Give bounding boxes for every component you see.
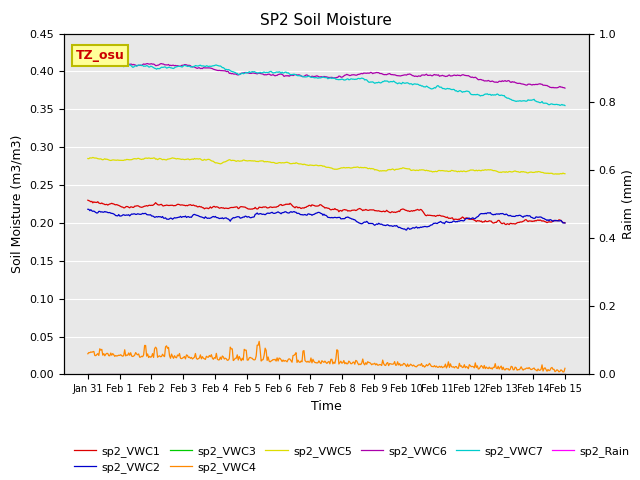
Y-axis label: Raim (mm): Raim (mm) (622, 169, 635, 239)
Legend: sp2_VWC1, sp2_VWC2, sp2_VWC3, sp2_VWC4, sp2_VWC5, sp2_VWC6, sp2_VWC7, sp2_Rain: sp2_VWC1, sp2_VWC2, sp2_VWC3, sp2_VWC4, … (70, 441, 634, 478)
Line: sp2_VWC2: sp2_VWC2 (88, 209, 565, 230)
sp2_VWC4 (436, 363, 444, 369)
sp2_VWC3 (351, 372, 358, 377)
sp2_VWC6 (286, 73, 294, 79)
sp2_VWC6 (375, 70, 383, 75)
sp2_VWC4 (232, 355, 240, 361)
sp2_VWC4 (84, 351, 92, 357)
Line: sp2_VWC1: sp2_VWC1 (88, 200, 565, 225)
sp2_VWC5 (352, 165, 360, 170)
sp2_VWC1 (518, 219, 526, 225)
sp2_VWC1 (502, 222, 510, 228)
Line: sp2_VWC7: sp2_VWC7 (88, 60, 565, 106)
sp2_VWC1 (84, 197, 92, 203)
sp2_VWC2 (403, 227, 410, 233)
Y-axis label: Soil Moisture (m3/m3): Soil Moisture (m3/m3) (11, 135, 24, 273)
sp2_VWC2 (84, 206, 92, 212)
sp2_VWC7 (374, 80, 381, 85)
sp2_VWC5 (234, 158, 241, 164)
sp2_VWC7 (285, 71, 293, 76)
sp2_VWC2 (518, 214, 526, 219)
sp2_VWC1 (374, 208, 381, 214)
sp2_VWC4 (375, 362, 383, 368)
sp2_VWC3 (517, 372, 525, 377)
Line: sp2_VWC4: sp2_VWC4 (88, 341, 565, 372)
sp2_Rain (435, 372, 442, 377)
sp2_VWC5 (89, 155, 97, 160)
sp2_VWC5 (286, 161, 294, 167)
sp2_VWC6 (436, 73, 444, 79)
sp2_VWC6 (518, 81, 526, 87)
sp2_VWC7 (435, 83, 442, 89)
sp2_VWC6 (561, 85, 569, 91)
sp2_VWC1 (351, 207, 358, 213)
sp2_VWC7 (84, 57, 92, 63)
X-axis label: Time: Time (311, 400, 342, 413)
sp2_VWC3 (374, 372, 381, 377)
sp2_VWC7 (351, 77, 358, 83)
sp2_VWC2 (436, 219, 444, 225)
sp2_Rain (374, 372, 381, 377)
sp2_VWC7 (517, 98, 525, 104)
sp2_VWC3 (84, 372, 92, 377)
sp2_VWC4 (559, 369, 567, 375)
sp2_VWC5 (375, 168, 383, 174)
sp2_Rain (561, 372, 569, 377)
sp2_VWC2 (285, 210, 293, 216)
sp2_VWC4 (518, 366, 526, 372)
sp2_VWC6 (234, 72, 241, 78)
Title: SP2 Soil Moisture: SP2 Soil Moisture (260, 13, 392, 28)
sp2_Rain (351, 372, 358, 377)
sp2_VWC4 (561, 365, 569, 371)
Line: sp2_VWC6: sp2_VWC6 (88, 62, 565, 88)
sp2_VWC3 (285, 372, 293, 377)
sp2_Rain (285, 372, 293, 377)
Text: TZ_osu: TZ_osu (76, 49, 124, 62)
sp2_VWC1 (285, 202, 293, 207)
sp2_VWC4 (286, 357, 294, 362)
sp2_VWC6 (84, 61, 92, 67)
sp2_VWC1 (561, 220, 569, 226)
sp2_VWC5 (518, 169, 526, 175)
sp2_VWC7 (561, 103, 569, 108)
sp2_Rain (232, 372, 240, 377)
sp2_VWC1 (435, 213, 442, 218)
sp2_VWC3 (435, 372, 442, 377)
sp2_VWC5 (553, 171, 561, 177)
sp2_VWC7 (232, 71, 240, 76)
sp2_VWC5 (84, 156, 92, 161)
sp2_Rain (517, 372, 525, 377)
sp2_VWC4 (352, 358, 360, 363)
sp2_VWC2 (374, 222, 381, 228)
sp2_VWC4 (255, 338, 263, 344)
sp2_VWC2 (561, 220, 569, 226)
sp2_VWC6 (105, 59, 113, 65)
sp2_VWC1 (232, 204, 240, 210)
sp2_VWC5 (561, 171, 569, 177)
sp2_VWC3 (561, 372, 569, 377)
Line: sp2_VWC5: sp2_VWC5 (88, 157, 565, 174)
sp2_Rain (84, 372, 92, 377)
sp2_VWC2 (351, 217, 358, 223)
sp2_VWC6 (352, 72, 360, 78)
sp2_VWC3 (232, 372, 240, 377)
sp2_VWC2 (232, 214, 240, 220)
sp2_VWC5 (436, 168, 444, 173)
